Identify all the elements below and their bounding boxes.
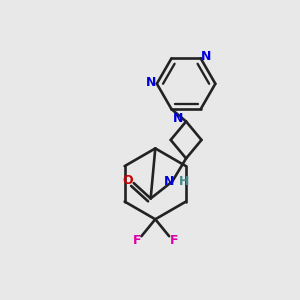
Text: N: N	[201, 50, 211, 63]
Text: F: F	[133, 234, 141, 247]
Text: O: O	[122, 174, 133, 187]
Text: N: N	[146, 76, 157, 89]
Text: H: H	[179, 175, 190, 188]
Text: F: F	[169, 234, 178, 247]
Text: N: N	[173, 112, 184, 125]
Text: N: N	[164, 175, 174, 188]
